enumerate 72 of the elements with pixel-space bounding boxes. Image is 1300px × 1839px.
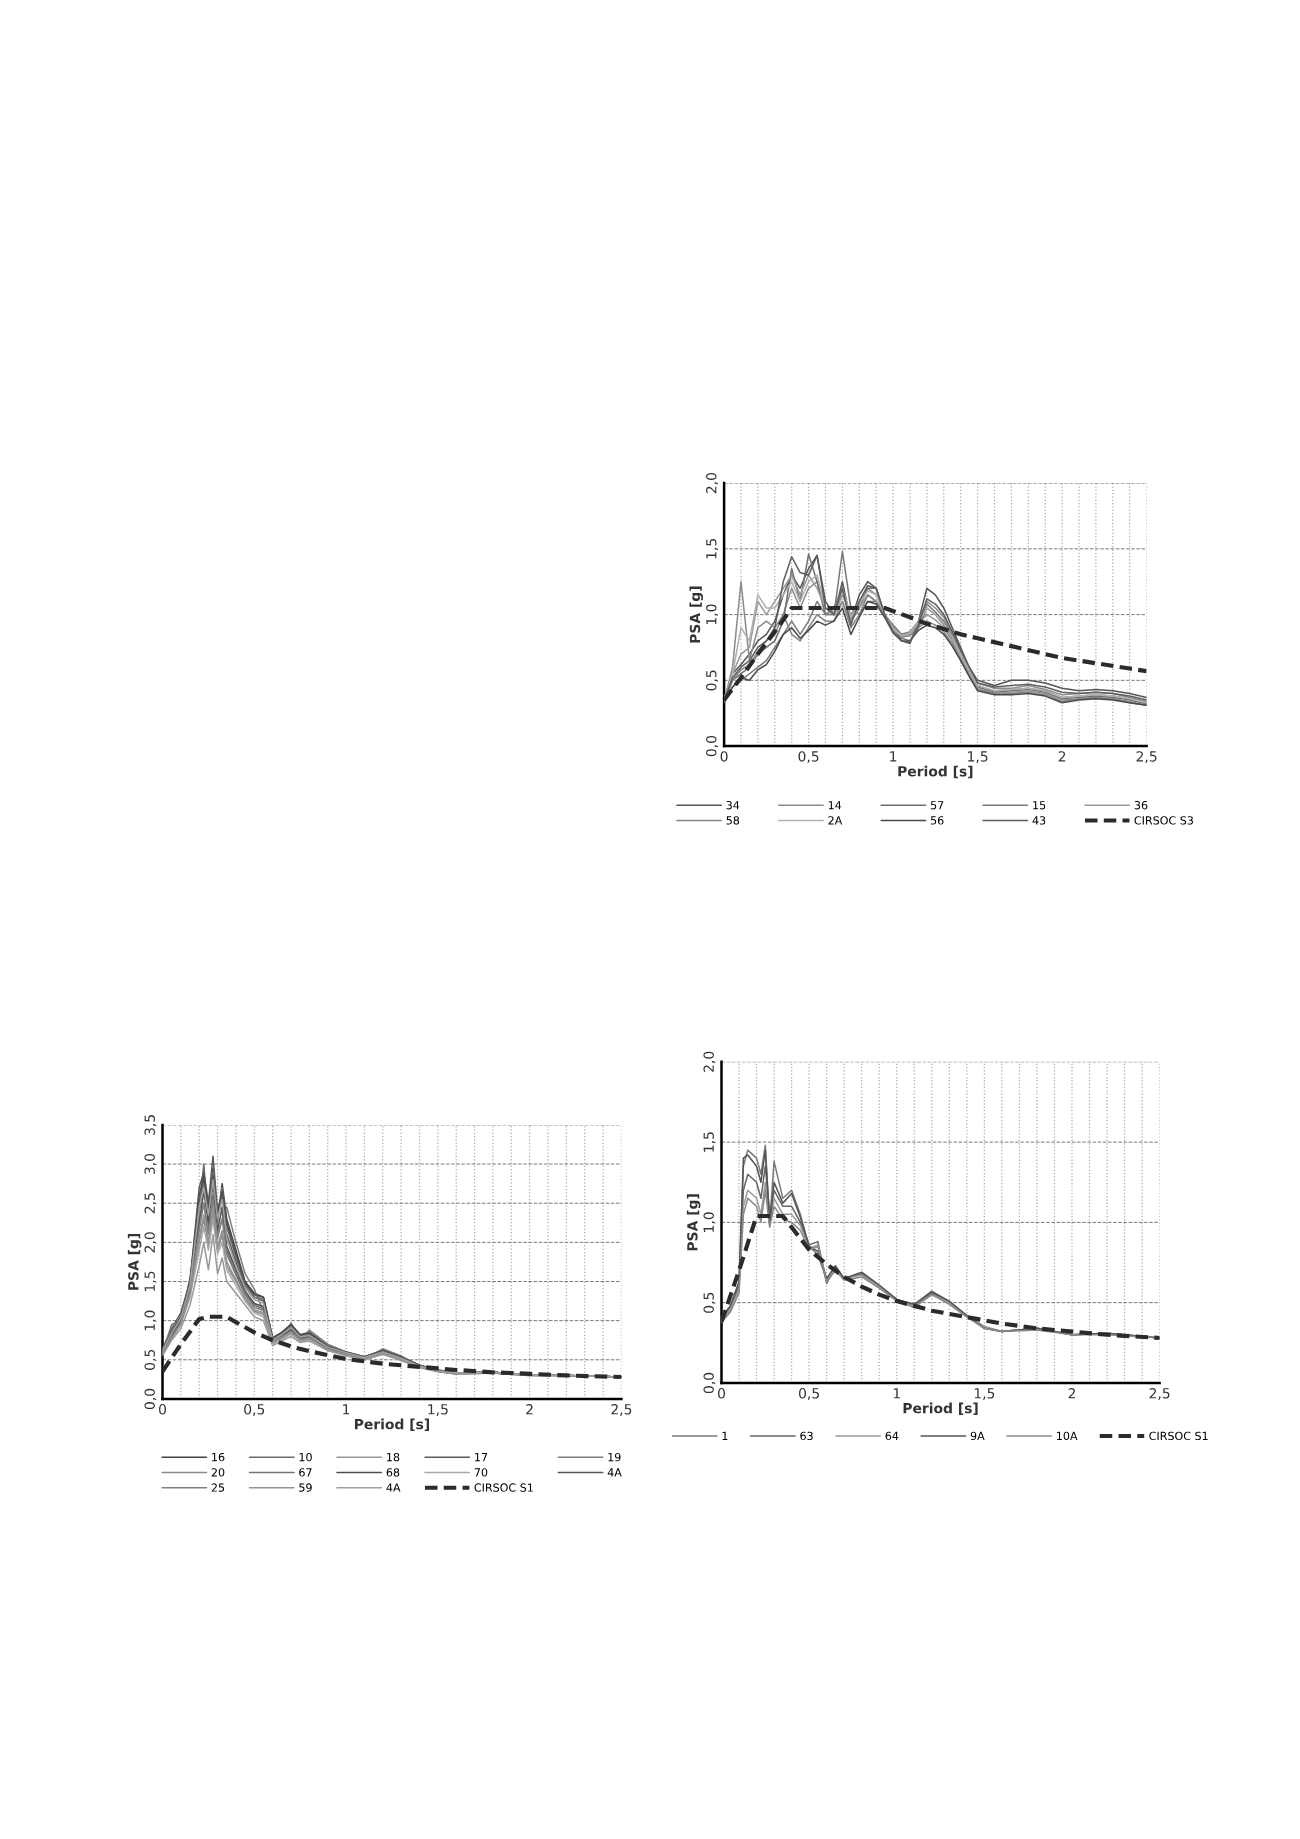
x-tick-label: 1,5 [968,751,988,764]
legend-label: 56 [930,816,944,825]
x-tick-label: 0 [720,751,728,762]
x-tick-label: 1 [893,1388,900,1399]
y-tick-label: 0,5 [144,1349,157,1370]
legend-label: CIRSOC S3 [1134,816,1193,825]
y-axis-title: PSA [g] [686,1194,701,1251]
x-tick-label: 2 [526,1404,533,1415]
legend-label: 63 [800,1431,813,1441]
y-axis-title: PSA [g] [689,586,704,643]
legend-label: 70 [474,1468,488,1477]
legend-label: 20 [211,1468,225,1477]
y-tick-label: 1,0 [703,1212,716,1232]
y-tick-label: 1,0 [706,604,718,625]
y-tick-label: 1,5 [144,1271,157,1292]
legend-label: 68 [386,1468,400,1477]
x-tick-label: 1 [343,1404,350,1415]
y-tick-label: 0,0 [703,1372,716,1394]
y-tick-label: 0,5 [706,670,718,691]
y-tick-label: 0,5 [703,1292,716,1313]
x-tick-label: 2,5 [611,1404,632,1416]
x-tick-label: 2,5 [1136,751,1157,764]
legend-label: 25 [211,1483,225,1492]
x-tick-label: 0,5 [798,751,819,764]
y-tick-label: 1,5 [703,1132,716,1152]
legend-label: 18 [387,1452,400,1462]
y-tick-label: 3,5 [144,1115,157,1135]
y-tick-label: 0,0 [706,735,718,757]
legend-label: 10A [1057,1431,1078,1441]
x-tick-label: 2,5 [1149,1388,1170,1400]
legend-label: 4A [607,1468,622,1477]
x-tick-label: 0,5 [244,1404,265,1416]
x-tick-label: 2 [1058,751,1066,762]
legend-label: 34 [726,800,740,810]
x-tick-label: 0,5 [798,1388,819,1400]
y-axis-title: PSA [g] [127,1233,142,1290]
x-tick-label: 1 [890,751,897,762]
legend-label: 16 [212,1452,225,1462]
y-tick-label: 1,5 [706,539,718,559]
y-tick-label: 2,0 [703,1051,716,1072]
x-tick-label: 0 [159,1404,166,1415]
y-tick-label: 3,0 [144,1153,157,1175]
legend-label: 43 [1032,816,1046,825]
x-axis-title: Period [s] [898,765,973,779]
legend-label: 67 [299,1468,312,1477]
legend-label: 58 [726,816,740,825]
legend-label: CIRSOC S1 [474,1483,533,1492]
legend-label: 64 [885,1431,899,1441]
x-tick-label: 1,5 [428,1404,448,1416]
legend-label: 9A [970,1431,985,1441]
x-axis-title: Period [s] [903,1402,978,1415]
x-tick-label: 1,5 [974,1388,995,1400]
y-tick-label: 2,0 [144,1232,157,1253]
x-tick-label: 0 [718,1388,725,1399]
legend-label: 14 [828,801,842,810]
legend-label: CIRSOC S1 [1149,1431,1208,1441]
legend-label: 57 [930,801,944,810]
x-axis-title: Period [s] [354,1418,429,1431]
y-tick-label: 1,0 [144,1310,157,1331]
legend-label: 17 [475,1453,488,1462]
legend-label: 1 [722,1431,728,1440]
legend-label: 59 [299,1483,312,1492]
x-tick-label: 2 [1068,1388,1076,1399]
legend-label: 10 [299,1452,312,1462]
y-tick-label: 0,0 [144,1388,157,1410]
y-tick-label: 2,5 [144,1193,157,1214]
legend-label: 4A [386,1483,401,1492]
y-tick-label: 2,0 [706,472,718,494]
legend-label: 15 [1033,801,1046,810]
legend-label: 2A [828,816,843,825]
legend-label: 19 [608,1452,621,1462]
legend-label: 36 [1134,800,1148,810]
